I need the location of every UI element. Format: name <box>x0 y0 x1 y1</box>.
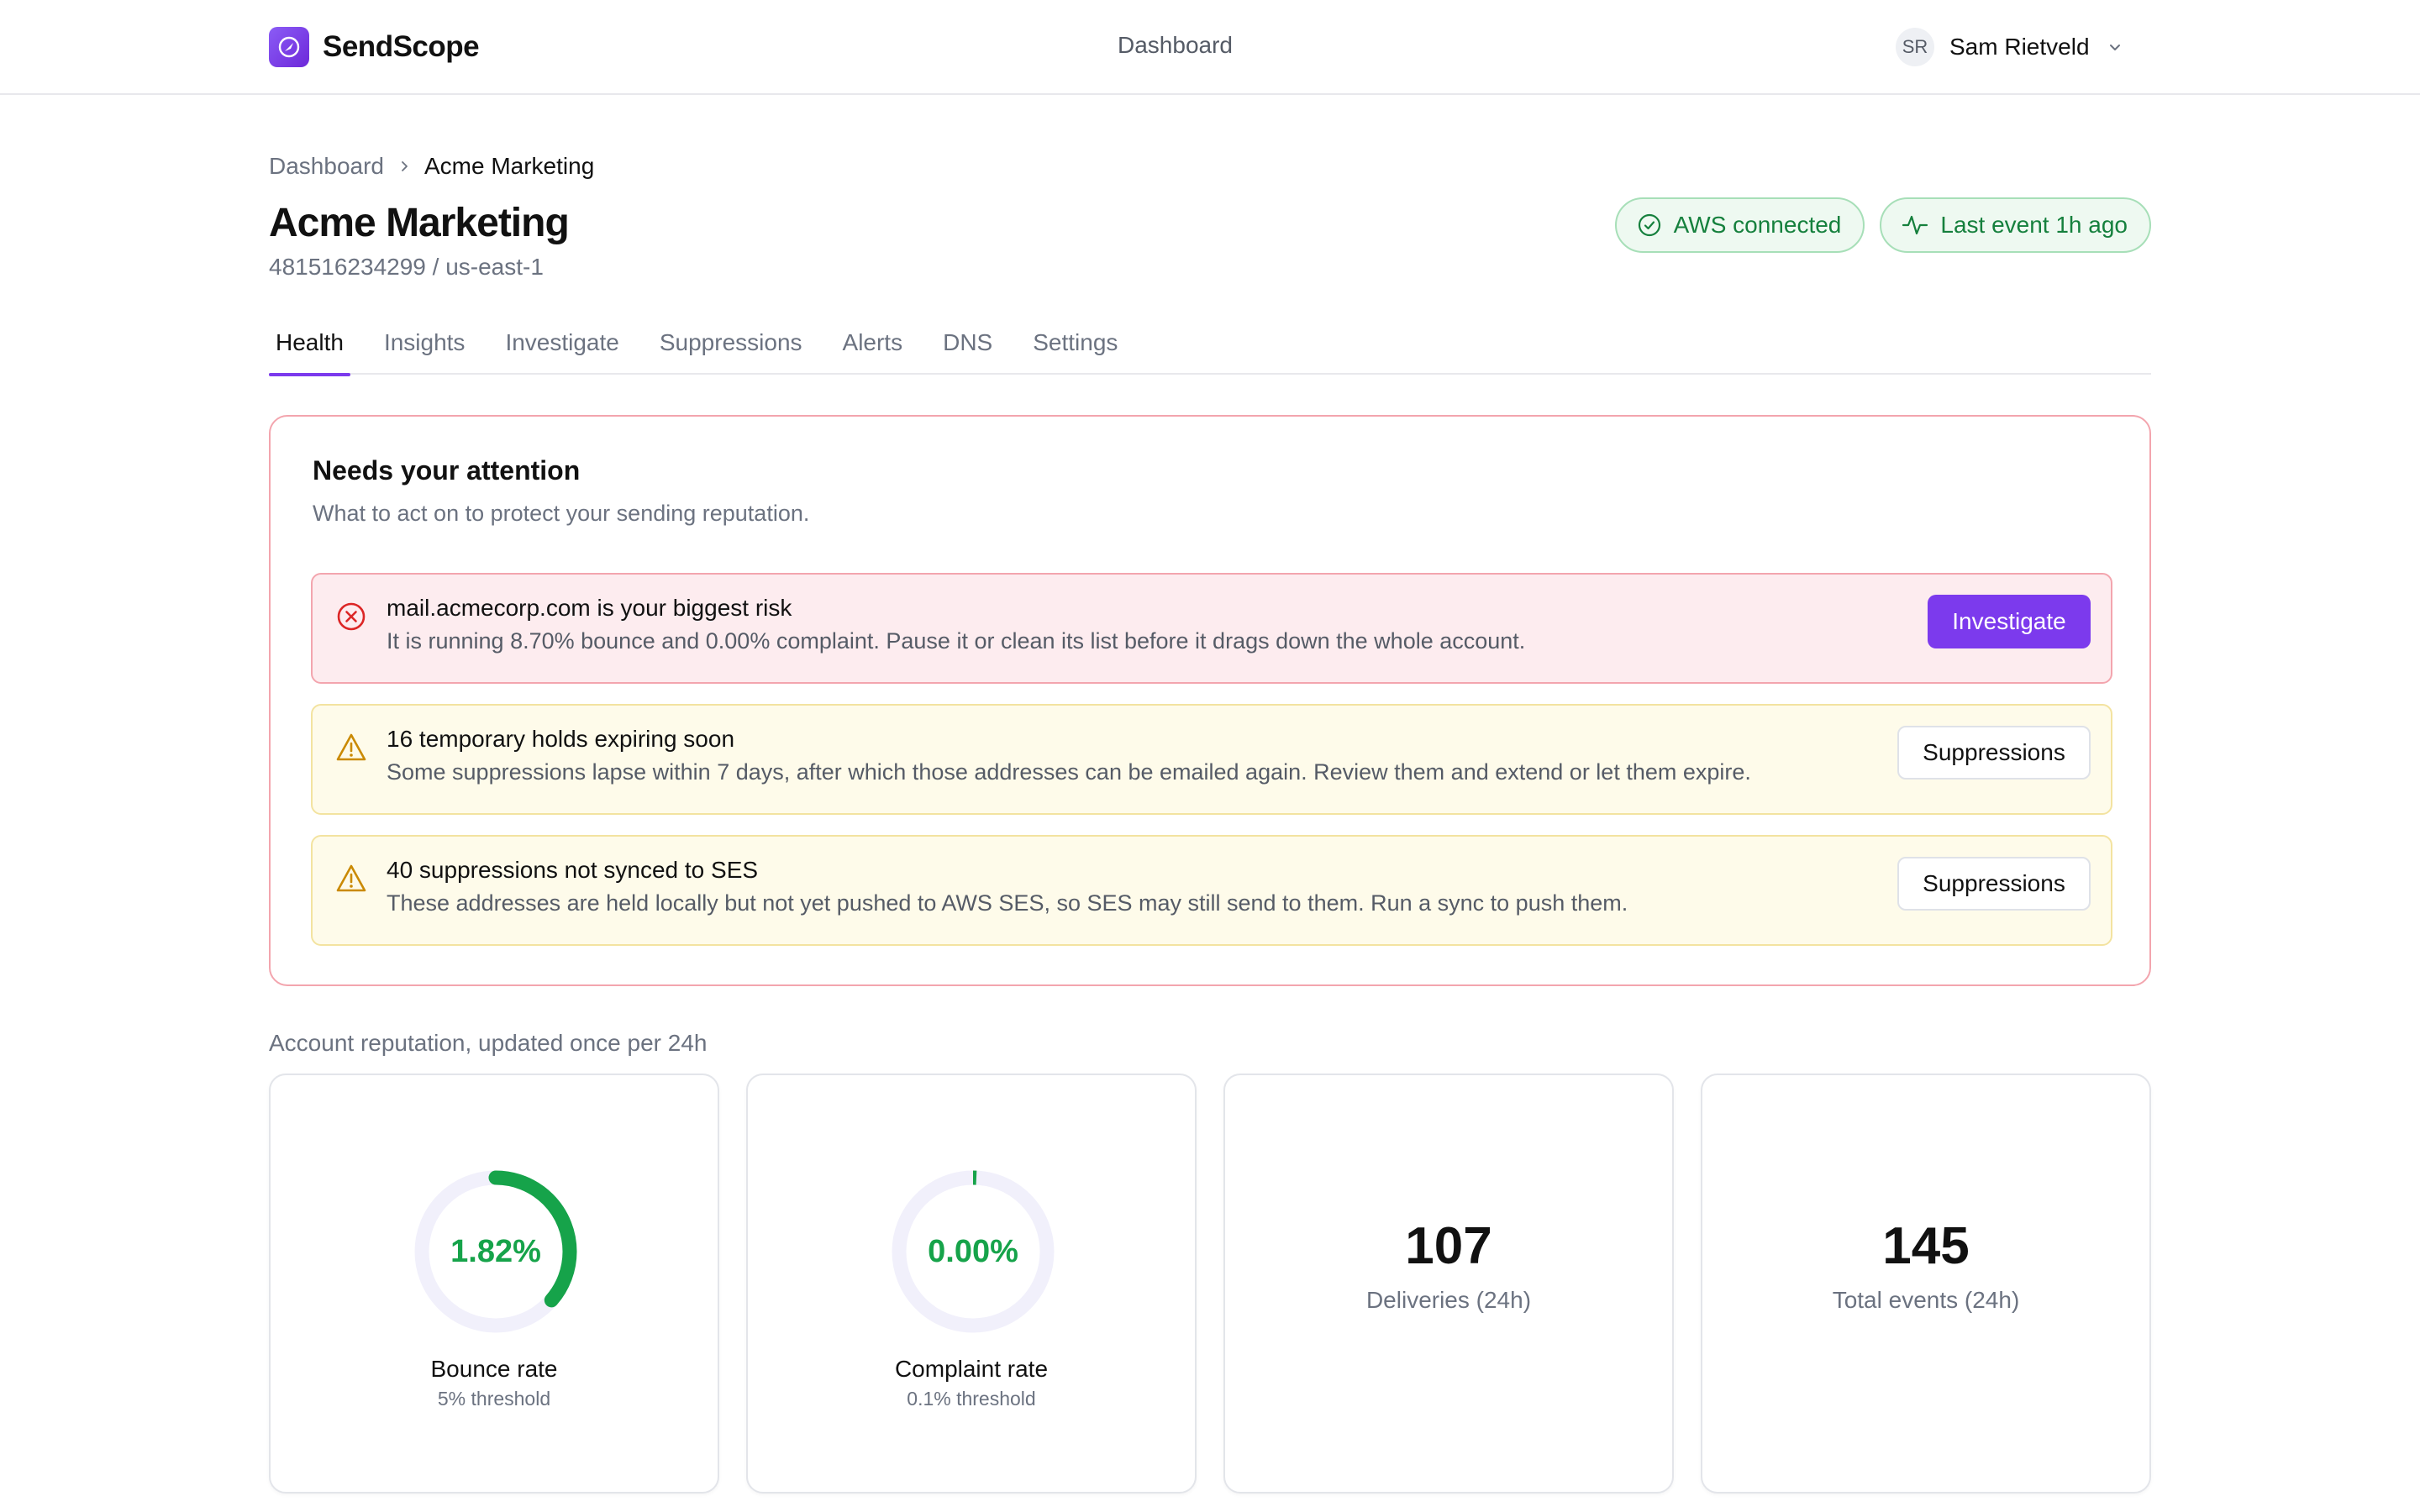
chevron-right-icon <box>397 160 411 173</box>
attention-title: Needs your attention <box>313 455 581 486</box>
reputation-label: Account reputation, updated once per 24h <box>269 1030 708 1056</box>
breadcrumb: Dashboard Acme Marketing <box>269 153 594 180</box>
bounce-threshold: 5% threshold <box>437 1388 551 1410</box>
page-title: Acme Marketing <box>269 201 570 245</box>
deliveries-card: 107 Deliveries (24h) <box>1223 1074 1674 1494</box>
total-events-card: 145 Total events (24h) <box>1701 1074 2151 1494</box>
alert-title: 40 suppressions not synced to SES <box>387 857 759 883</box>
tab-bar: Health Insights Investigate Suppressions… <box>269 323 2151 376</box>
alert-title: 16 temporary holds expiring soon <box>387 726 735 752</box>
breadcrumb-dashboard-link[interactable]: Dashboard <box>269 153 384 179</box>
account-region: 481516234299 / us-east-1 <box>269 254 544 280</box>
activity-icon <box>1902 215 1928 235</box>
attention-description: What to act on to protect your sending r… <box>313 501 810 526</box>
bounce-rate-card: 1.82% Bounce rate 5% threshold <box>269 1074 719 1494</box>
tab-dns[interactable]: DNS <box>943 329 993 355</box>
warning-triangle-icon <box>336 864 366 892</box>
tab-insights[interactable]: Insights <box>383 329 466 355</box>
attention-panel: Needs your attention What to act on to p… <box>269 415 2151 986</box>
complaint-rate-card: 0.00% Complaint rate 0.1% threshold <box>746 1074 1197 1494</box>
breadcrumb-current: Acme Marketing <box>424 153 595 179</box>
user-name: Sam Rietveld <box>1949 34 2090 60</box>
user-menu[interactable]: SR Sam Rietveld <box>1896 28 2123 66</box>
tab-alerts[interactable]: Alerts <box>842 329 903 355</box>
top-bar: SendScope Dashboard SR Sam Rietveld <box>0 0 2420 95</box>
total-events-value: 145 <box>1882 1217 1970 1275</box>
alert-text: Some suppressions lapse within 7 days, a… <box>387 759 1751 785</box>
deliveries-label: Deliveries (24h) <box>1365 1287 1532 1313</box>
suppressions-button[interactable]: Suppressions <box>1897 726 2091 780</box>
complaint-rate-label: Complaint rate <box>894 1356 1049 1382</box>
investigate-button[interactable]: Investigate <box>1928 595 2091 648</box>
alert-text: It is running 8.70% bounce and 0.00% com… <box>387 628 1526 654</box>
complaint-rate-value: 0.00% <box>928 1233 1018 1269</box>
complaint-rate-gauge <box>892 1170 1055 1333</box>
alert-item: mail.acmecorp.com is your biggest risk I… <box>311 573 2112 684</box>
top-nav-dashboard-link[interactable]: Dashboard <box>1118 32 1233 58</box>
total-events-label: Total events (24h) <box>1832 1287 2020 1313</box>
brand[interactable]: SendScope <box>269 27 480 67</box>
x-circle-icon <box>337 602 366 631</box>
tab-investigate[interactable]: Investigate <box>505 329 619 355</box>
last-event-label: Last event 1h ago <box>1940 212 2128 238</box>
chevron-down-icon <box>2107 39 2123 55</box>
warning-triangle-icon <box>336 733 366 761</box>
check-circle-icon <box>1638 213 1660 237</box>
sendscope-logo-icon <box>269 27 309 67</box>
complaint-threshold: 0.1% threshold <box>907 1388 1036 1410</box>
alert-item: 40 suppressions not synced to SES These … <box>311 835 2112 946</box>
alert-title: mail.acmecorp.com is your biggest risk <box>387 595 792 621</box>
aws-connected-badge: AWS connected <box>1614 197 1865 253</box>
alert-text: These addresses are held locally but not… <box>387 890 1628 916</box>
tab-health[interactable]: Health <box>269 323 350 376</box>
tab-settings[interactable]: Settings <box>1033 329 1118 355</box>
brand-name: SendScope <box>323 30 480 63</box>
tab-suppressions[interactable]: Suppressions <box>659 329 802 355</box>
alert-item: 16 temporary holds expiring soon Some su… <box>311 704 2112 815</box>
last-event-badge: Last event 1h ago <box>1880 197 2151 253</box>
suppressions-button[interactable]: Suppressions <box>1897 857 2091 911</box>
status-pills: AWS connected Last event 1h ago <box>1614 197 2151 253</box>
aws-connected-label: AWS connected <box>1673 212 1842 238</box>
bounce-rate-gauge <box>414 1170 577 1333</box>
deliveries-value: 107 <box>1405 1217 1492 1275</box>
bounce-rate-label: Bounce rate <box>430 1356 558 1382</box>
avatar: SR <box>1896 28 1934 66</box>
bounce-rate-value: 1.82% <box>450 1233 541 1269</box>
